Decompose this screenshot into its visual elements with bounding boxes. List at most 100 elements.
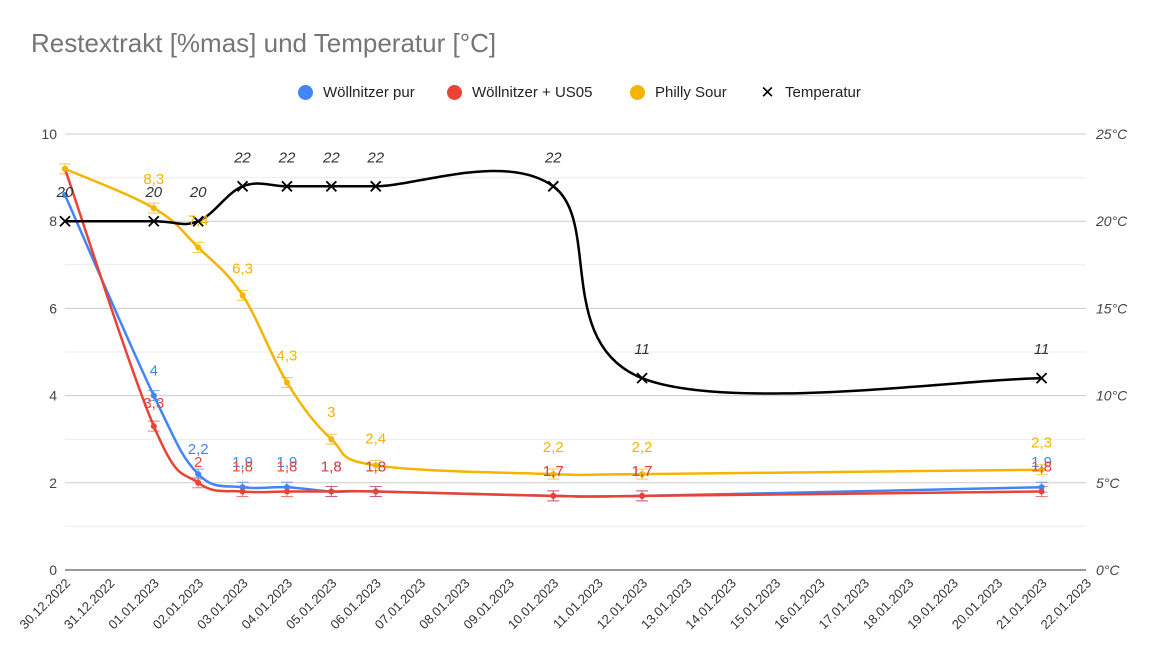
legend-label: Wöllnitzer + US05 (472, 84, 593, 101)
data-label: 1,8 (365, 459, 386, 476)
data-point (195, 244, 202, 251)
data-label: 6,3 (232, 260, 253, 277)
data-label: 1,8 (1031, 459, 1052, 476)
data-label: 1,7 (632, 463, 653, 480)
data-label: 1,8 (232, 459, 253, 476)
data-label: 1,8 (321, 459, 342, 476)
data-point (195, 479, 202, 486)
legend-label: Wöllnitzer pur (323, 84, 415, 101)
legend-label: Temperatur (785, 84, 861, 101)
data-point (239, 484, 246, 491)
data-point (150, 423, 157, 430)
data-point (239, 292, 246, 299)
data-point (283, 484, 290, 491)
data-point (150, 205, 157, 212)
data-label: 20 (144, 184, 162, 201)
y-tick-label-left: 10 (41, 126, 57, 142)
data-point (372, 488, 379, 495)
data-point (283, 379, 290, 386)
legend-dot-icon (447, 85, 462, 100)
data-label: 2 (194, 454, 202, 471)
y-tick-label-right: 15°C (1096, 300, 1128, 316)
y-tick-label-left: 8 (49, 213, 57, 229)
data-label: 1,8 (321, 459, 342, 476)
temperature-marker (325, 180, 337, 192)
data-label: 8,3 (143, 171, 164, 188)
legend-item-temperatur[interactable]: ✕ Temperatur (760, 84, 861, 101)
data-point (62, 165, 68, 172)
data-point (550, 471, 557, 478)
data-label: 2,3 (1031, 435, 1052, 452)
data-point (239, 488, 246, 495)
data-label: 2,4 (365, 430, 386, 447)
data-point (1038, 488, 1045, 495)
data-label: 11 (634, 341, 650, 358)
data-point (283, 488, 290, 495)
data-label: 4,3 (277, 348, 298, 365)
temperature-marker (281, 180, 293, 192)
data-point (372, 462, 379, 469)
data-label: 20 (56, 184, 74, 201)
data-point (150, 392, 157, 399)
data-point (62, 192, 68, 199)
data-label: 1,7 (543, 463, 564, 480)
temperature-marker (236, 180, 249, 192)
data-point (1038, 466, 1045, 473)
data-point (550, 492, 557, 499)
data-label: 20 (189, 184, 207, 201)
temperature-marker (636, 372, 648, 384)
data-label: 22 (366, 149, 384, 166)
cross-icon: ✕ (760, 83, 775, 102)
data-label: 1,9 (277, 454, 298, 471)
data-label: 22 (233, 149, 251, 166)
temperature-marker (547, 180, 559, 192)
legend: Wöllnitzer pur Wöllnitzer + US05 Philly … (0, 84, 1160, 104)
data-label: 22 (278, 149, 296, 166)
legend-dot-icon (630, 85, 645, 100)
series-line-3 (65, 169, 1042, 395)
series-line-2 (64, 167, 1042, 477)
legend-label: Philly Sour (655, 84, 727, 101)
data-label: 1,7 (632, 463, 653, 480)
data-label: 22 (322, 149, 340, 166)
temperature-marker (1035, 372, 1048, 384)
temperature-marker (192, 215, 204, 227)
chart-title: Restextrakt [%mas] und Temperatur [°C] (31, 28, 497, 58)
data-label: 1,8 (277, 459, 298, 476)
y-tick-label-right: 0°C (1096, 562, 1120, 578)
data-label: 4 (150, 363, 158, 380)
y-tick-label-left: 0 (49, 562, 57, 578)
y-tick-label-right: 25°C (1095, 126, 1128, 142)
data-label: 3 (327, 404, 335, 421)
data-point (195, 471, 202, 478)
data-point (328, 436, 335, 443)
temperature-marker (148, 215, 160, 227)
data-label: 2,2 (543, 439, 564, 456)
data-label: 3,3 (143, 395, 164, 412)
data-point (328, 488, 335, 495)
y-tick-label-left: 2 (49, 475, 57, 491)
temperature-marker (370, 180, 382, 192)
legend-item-woellnitzer-us05[interactable]: Wöllnitzer + US05 (447, 84, 592, 101)
y-tick-label-right: 5°C (1096, 475, 1120, 491)
y-tick-label-right: 10°C (1096, 388, 1128, 404)
data-label: 1,9 (232, 454, 253, 471)
data-label: 22 (544, 149, 562, 166)
legend-item-woellnitzer-pur[interactable]: Wöllnitzer pur (298, 84, 415, 101)
legend-item-philly-sour[interactable]: Philly Sour (630, 84, 727, 101)
data-label: 11 (1034, 341, 1050, 358)
data-label: 7,4 (188, 212, 209, 229)
data-label: 2,2 (632, 439, 653, 456)
data-label: 2,2 (188, 441, 209, 458)
data-point (639, 492, 646, 499)
data-point (1038, 484, 1045, 491)
legend-dot-icon (298, 85, 313, 100)
data-label: 1,8 (365, 459, 386, 476)
y-tick-label-right: 20°C (1095, 213, 1128, 229)
data-point (639, 471, 646, 478)
data-label: 1,7 (543, 463, 564, 480)
y-tick-label-left: 4 (49, 388, 57, 404)
data-label: 1,9 (1031, 454, 1052, 471)
y-tick-label-left: 6 (49, 300, 57, 316)
